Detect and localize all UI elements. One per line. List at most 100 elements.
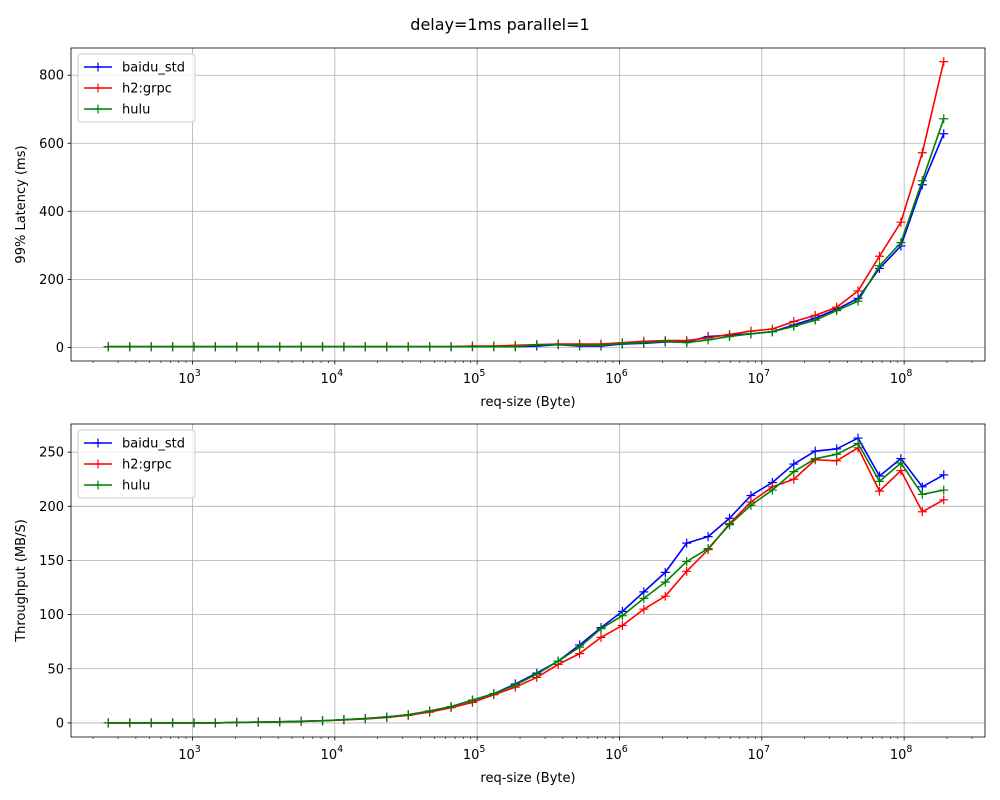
data-point <box>253 342 263 352</box>
data-point <box>489 342 499 352</box>
data-point <box>874 486 884 496</box>
data-point <box>446 342 456 352</box>
data-point <box>810 446 820 456</box>
data-point <box>660 336 670 346</box>
x-tick-label: 104 <box>321 744 344 763</box>
x-tick-label-exponent: 8 <box>906 744 912 755</box>
data-point <box>682 538 692 548</box>
data-point <box>639 338 649 348</box>
x-tick-label-exponent: 4 <box>337 368 343 379</box>
data-point <box>896 217 906 227</box>
x-tick-label-exponent: 5 <box>479 744 485 755</box>
data-point <box>360 342 370 352</box>
data-point <box>146 342 156 352</box>
data-point <box>832 306 842 316</box>
data-point <box>253 717 263 727</box>
data-point <box>853 438 863 448</box>
data-point <box>939 470 949 480</box>
data-point <box>210 718 220 728</box>
data-point <box>660 591 670 601</box>
x-tick-label-base: 10 <box>178 748 195 763</box>
data-point <box>168 718 178 728</box>
x-tick-label-base: 10 <box>605 372 622 387</box>
data-point <box>874 251 884 261</box>
x-axis-label: req-size (Byte) <box>480 771 575 786</box>
x-tick-label: 107 <box>748 368 771 387</box>
data-point <box>725 332 735 342</box>
x-tick-label-exponent: 5 <box>479 368 485 379</box>
data-point <box>553 656 563 666</box>
x-tick-label: 106 <box>605 368 628 387</box>
data-point <box>939 495 949 505</box>
data-point <box>339 715 349 725</box>
data-point <box>767 485 777 495</box>
data-point <box>789 459 799 469</box>
y-tick-label: 200 <box>39 500 64 515</box>
data-point <box>318 342 328 352</box>
y-tick-label: 600 <box>39 137 64 152</box>
data-point <box>917 489 927 499</box>
data-point <box>746 500 756 510</box>
data-point <box>446 702 456 712</box>
series-line-hulu <box>108 118 945 348</box>
data-point <box>939 485 949 495</box>
legend-marker <box>93 480 103 490</box>
data-point <box>703 335 713 345</box>
data-point <box>467 342 477 352</box>
data-point <box>425 706 435 716</box>
data-point <box>103 718 113 728</box>
x-tick-label-base: 10 <box>321 372 338 387</box>
y-axis-label: 99% Latency (ms) <box>14 145 29 263</box>
data-point <box>296 716 306 726</box>
data-point <box>275 342 285 352</box>
data-point <box>810 454 820 464</box>
data-point <box>425 342 435 352</box>
x-tick-label: 105 <box>463 368 486 387</box>
legend-box <box>77 53 196 123</box>
data-point <box>810 315 820 325</box>
legend-label: baidu_std <box>122 437 185 452</box>
legend-marker <box>93 62 103 72</box>
legend-box <box>77 429 196 499</box>
data-point <box>189 342 199 352</box>
data-point <box>939 57 949 67</box>
x-tick-label: 104 <box>321 368 344 387</box>
data-point <box>853 286 863 296</box>
series-line-hulu <box>108 442 944 724</box>
data-point <box>382 342 392 352</box>
x-tick-label-base: 10 <box>748 372 765 387</box>
y-tick-label: 800 <box>39 69 64 84</box>
x-tick-label-base: 10 <box>748 748 765 763</box>
data-point <box>746 329 756 339</box>
data-point <box>339 342 349 352</box>
data-point <box>275 717 285 727</box>
data-point <box>553 340 563 350</box>
legend-label: hulu <box>122 479 150 494</box>
x-axis-label: req-size (Byte) <box>480 395 575 410</box>
data-point <box>489 689 499 699</box>
data-point <box>103 342 113 352</box>
data-point <box>168 342 178 352</box>
figure-title: delay=1ms parallel=1 <box>410 15 589 34</box>
data-point <box>917 507 927 517</box>
data-point <box>360 714 370 724</box>
data-point <box>682 566 692 576</box>
data-point <box>232 342 242 352</box>
data-point <box>617 611 627 621</box>
data-point <box>703 544 713 554</box>
x-tick-label-base: 10 <box>178 372 195 387</box>
data-point <box>189 718 199 728</box>
y-tick-label: 250 <box>39 446 64 461</box>
data-point <box>532 669 542 679</box>
legend-marker <box>93 83 103 93</box>
data-point <box>575 340 585 350</box>
x-tick-label-exponent: 6 <box>622 368 628 379</box>
axes-frame <box>70 423 986 738</box>
x-tick-label: 103 <box>178 368 201 387</box>
data-point <box>896 238 906 248</box>
x-tick-label-exponent: 6 <box>622 744 628 755</box>
data-point <box>789 467 799 477</box>
x-tick-label-base: 10 <box>321 748 338 763</box>
x-tick-label: 108 <box>890 744 913 763</box>
